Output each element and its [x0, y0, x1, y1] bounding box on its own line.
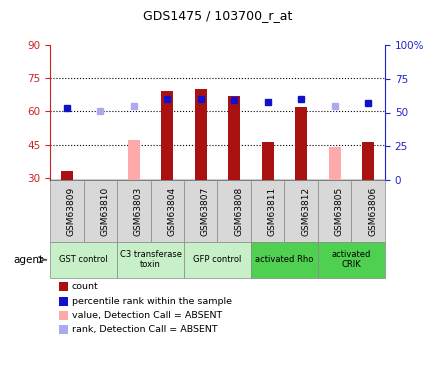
Text: GSM63811: GSM63811	[267, 186, 276, 236]
Text: GSM63807: GSM63807	[201, 186, 209, 236]
Bar	[228, 96, 240, 180]
Text: C3 transferase
toxin: C3 transferase toxin	[119, 250, 181, 269]
Text: value, Detection Call = ABSENT: value, Detection Call = ABSENT	[72, 311, 221, 320]
Text: GSM63803: GSM63803	[134, 186, 142, 236]
Bar	[295, 107, 306, 180]
Text: activated
CRIK: activated CRIK	[331, 250, 370, 269]
Text: GSM63808: GSM63808	[233, 186, 243, 236]
Text: agent: agent	[13, 255, 43, 265]
Text: GST control: GST control	[59, 255, 108, 264]
Text: GDS1475 / 103700_r_at: GDS1475 / 103700_r_at	[142, 9, 292, 22]
Text: GSM63809: GSM63809	[67, 186, 76, 236]
Text: count: count	[72, 282, 98, 291]
Bar	[194, 89, 206, 180]
Bar	[61, 171, 72, 180]
Text: percentile rank within the sample: percentile rank within the sample	[72, 297, 231, 306]
Text: GSM63810: GSM63810	[100, 186, 109, 236]
Bar	[328, 147, 340, 180]
Text: GSM63806: GSM63806	[367, 186, 376, 236]
Bar	[128, 140, 139, 180]
Text: GSM63812: GSM63812	[300, 186, 309, 236]
Bar	[161, 92, 173, 180]
Text: GFP control: GFP control	[193, 255, 241, 264]
Bar	[362, 142, 373, 180]
Text: activated Rho: activated Rho	[255, 255, 313, 264]
Bar	[261, 142, 273, 180]
Text: GSM63804: GSM63804	[167, 186, 176, 236]
Text: rank, Detection Call = ABSENT: rank, Detection Call = ABSENT	[72, 325, 217, 334]
Text: GSM63805: GSM63805	[334, 186, 343, 236]
